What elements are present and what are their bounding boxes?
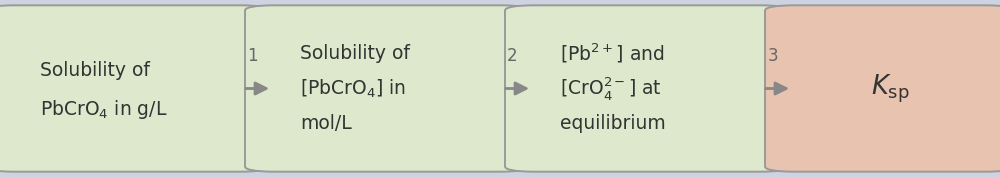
FancyBboxPatch shape — [505, 5, 790, 172]
FancyBboxPatch shape — [0, 5, 270, 172]
Text: Solubility of: Solubility of — [300, 44, 410, 63]
FancyBboxPatch shape — [765, 5, 1000, 172]
Text: [Pb$^{2+}$] and: [Pb$^{2+}$] and — [560, 41, 665, 65]
Text: Solubility of: Solubility of — [40, 61, 150, 80]
Text: 2: 2 — [507, 47, 518, 65]
Text: equilibrium: equilibrium — [560, 114, 666, 133]
Text: $\mathit{K}_{\mathrm{sp}}$: $\mathit{K}_{\mathrm{sp}}$ — [871, 72, 909, 105]
Text: 3: 3 — [767, 47, 778, 65]
FancyBboxPatch shape — [245, 5, 530, 172]
Text: 1: 1 — [247, 47, 258, 65]
Text: mol/L: mol/L — [300, 114, 352, 133]
Text: [PbCrO$_4$] in: [PbCrO$_4$] in — [300, 77, 406, 100]
Text: PbCrO$_4$ in g/L: PbCrO$_4$ in g/L — [40, 98, 167, 121]
Text: [CrO$_4^{2-}$] at: [CrO$_4^{2-}$] at — [560, 75, 662, 102]
